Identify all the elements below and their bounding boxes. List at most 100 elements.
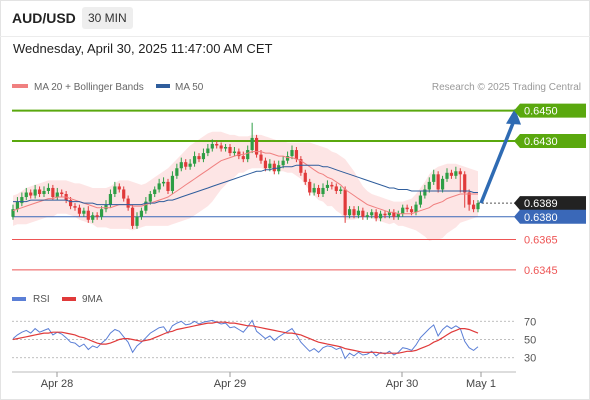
candle-body [343, 189, 347, 216]
candle-body [449, 172, 454, 176]
candle-body [130, 207, 135, 226]
candle-body [396, 213, 400, 217]
candle-body [170, 175, 175, 191]
price-label-0.6450: 0.6450 [524, 106, 558, 118]
candle-body [42, 190, 46, 195]
candle-body [104, 204, 108, 210]
price-tag-0.6430 [514, 133, 586, 148]
ma20-legend-label: MA 20 + Bollinger Bands [34, 82, 144, 93]
candle-body [20, 197, 24, 204]
candle-body [414, 204, 418, 213]
candle-body [55, 192, 59, 198]
candle-body [15, 201, 20, 210]
candle-body [316, 187, 321, 195]
candle-body [122, 189, 126, 199]
candle-body [405, 207, 409, 210]
candle-body [184, 162, 188, 167]
x-tick-label: May 1 [466, 378, 496, 390]
credit-label: Research © 2025 Trading Central [432, 82, 581, 93]
candle-body [148, 194, 152, 202]
candle-body [365, 215, 369, 217]
x-tick-label: Apr 29 [214, 378, 246, 390]
candle-body [117, 186, 121, 190]
candle-body [427, 181, 431, 190]
price-layer: 0.6450 0.6430 0.6389 0.6380 0.6365 0.6345 [11, 103, 586, 277]
candle-body [91, 215, 95, 220]
symbol-title: AUD/USD [12, 10, 76, 26]
candle-body [272, 163, 276, 172]
candle-body [113, 186, 117, 195]
candle-body [285, 156, 290, 161]
price-tag-0.6450 [514, 103, 586, 118]
bollinger-band-area [13, 131, 478, 241]
rsi-ma-line [12, 321, 479, 354]
x-tick-label: Apr 30 [386, 378, 418, 390]
candle-body [383, 213, 387, 216]
candle-body [418, 195, 423, 205]
candle-body [250, 137, 254, 151]
x-tick-label: Apr 28 [41, 378, 73, 390]
candle-body [60, 192, 64, 195]
candle-body [463, 174, 467, 193]
candle-body [321, 187, 325, 195]
candle-body [82, 210, 86, 214]
candle-body [241, 156, 245, 160]
candle-body [370, 212, 374, 216]
candle-body [73, 206, 77, 208]
candle-body [37, 189, 42, 195]
candle-body [197, 156, 201, 160]
candle-body [308, 181, 312, 193]
candle-body [334, 186, 338, 191]
candle-body [471, 204, 476, 210]
rsi-ma-legend-label: 9MA [82, 294, 103, 305]
candle-body [153, 189, 157, 195]
candle-body [294, 150, 299, 160]
candle-body [409, 209, 414, 213]
candle-body [99, 209, 104, 217]
candle-body [303, 172, 307, 182]
projection-arrow-shaft [479, 119, 516, 204]
rsi-layer: 70 50 30 [12, 316, 536, 365]
timeframe-badge[interactable]: 30 MIN [82, 7, 133, 29]
ma50-legend-label: MA 50 [175, 82, 204, 93]
candle-body [246, 150, 250, 160]
projection-arrow-head [506, 108, 521, 125]
candle-body [387, 212, 392, 216]
candle-body [201, 153, 206, 160]
candle-body [458, 171, 462, 175]
candle-body [356, 210, 361, 216]
candle-body [259, 154, 263, 161]
candle-body [223, 147, 228, 149]
candle-body [432, 174, 436, 182]
candle-body [188, 163, 192, 167]
candle-body [281, 160, 285, 166]
candle-body [378, 213, 383, 219]
candle-body [445, 172, 449, 179]
candle-body [330, 184, 334, 187]
candle-body [108, 194, 113, 205]
candle-body [467, 192, 471, 205]
candle-body [95, 215, 99, 217]
candle-body [135, 216, 139, 226]
candle-body [179, 162, 183, 169]
rsi-legend-swatch [12, 297, 26, 301]
x-axis: Apr 28 Apr 29 Apr 30 May 1 [12, 371, 516, 390]
candle-body [401, 207, 405, 214]
candle-body [268, 163, 272, 169]
candle-body [219, 145, 223, 149]
price-tag-0.6389 [514, 196, 586, 211]
ma20-line [12, 151, 478, 215]
price-label-0.6430: 0.6430 [524, 136, 558, 148]
candle-body [325, 184, 330, 188]
candle-body [144, 201, 148, 211]
candle-body [232, 151, 237, 154]
header-bar: AUD/USD 30 MIN [0, 0, 590, 37]
candle-body [161, 181, 166, 184]
rsi-tick-70: 70 [524, 316, 536, 328]
price-label-0.6365: 0.6365 [524, 235, 558, 247]
candle-body [254, 137, 259, 155]
price-label-0.6345: 0.6345 [524, 265, 558, 277]
price-label-0.6389: 0.6389 [524, 198, 558, 210]
candle-body [347, 209, 352, 216]
